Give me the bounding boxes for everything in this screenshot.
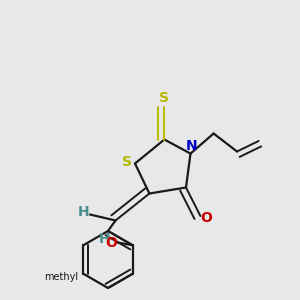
Text: O: O [105,236,117,250]
Text: O: O [200,211,212,224]
Text: S: S [122,155,132,169]
Text: H: H [98,232,110,246]
Text: S: S [159,91,170,105]
Text: N: N [186,139,198,153]
Text: methyl: methyl [44,272,78,282]
Text: H: H [78,205,89,218]
